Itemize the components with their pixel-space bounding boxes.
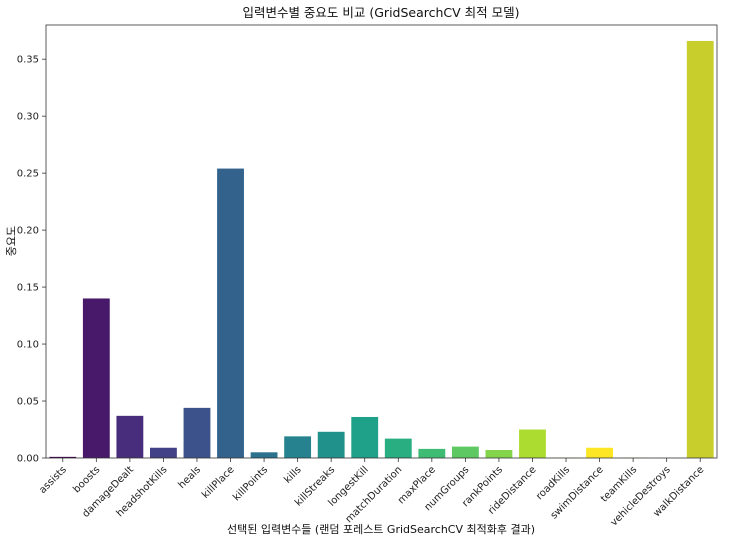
y-tick-label: 0.20 <box>17 226 39 237</box>
bar-killPoints <box>250 452 278 458</box>
y-tick-label: 0.25 <box>17 169 39 180</box>
bar-headshotKills <box>150 447 177 458</box>
y-tick-label: 0.05 <box>17 397 39 408</box>
x-tick-label: killPoints <box>231 464 270 503</box>
bar-heals <box>183 407 211 458</box>
bar-assists <box>49 456 77 458</box>
bar-swimDistance <box>586 447 613 458</box>
y-tick-label: 0.00 <box>17 454 39 465</box>
y-tick-label: 0.10 <box>17 340 39 351</box>
bar-damageDealt <box>116 415 144 458</box>
bar-boosts <box>82 298 110 458</box>
y-tick-label: 0.15 <box>17 283 39 294</box>
x-tick-label: boosts <box>71 464 102 495</box>
bar-rankPoints <box>485 450 513 458</box>
bar-killStreaks <box>317 431 345 458</box>
plot-frame <box>45 24 718 459</box>
bars-group <box>49 40 714 459</box>
bar-rideDistance <box>519 429 546 458</box>
y-tick-label: 0.30 <box>17 112 39 123</box>
x-tick-label: heals <box>177 464 204 491</box>
bar-matchDuration <box>384 438 412 458</box>
chart-title: 입력변수별 중요도 비교 (GridSearchCV 최적 모델) <box>242 5 519 20</box>
y-axis-label: 중요도 <box>5 226 18 256</box>
bar-killPlace <box>217 168 244 459</box>
bar-maxPlace <box>418 448 446 458</box>
x-tick-label: kills <box>282 464 303 485</box>
bar-longestKill <box>351 416 379 458</box>
y-axis-ticks: 0.00 0.05 0.10 0.15 0.20 0.25 0.30 0.35 <box>17 55 46 465</box>
bar-kills <box>284 436 312 458</box>
x-tick-label: assists <box>37 464 69 496</box>
bar-walkDistance <box>686 40 714 458</box>
y-tick-label: 0.35 <box>17 55 39 66</box>
x-axis-label: 선택된 입력변수들 (랜덤 포레스트 GridSearchCV 최적화후 결과) <box>227 523 535 536</box>
bar-numGroups <box>451 446 479 458</box>
x-tick-label: vehicleDestroys <box>609 464 673 528</box>
